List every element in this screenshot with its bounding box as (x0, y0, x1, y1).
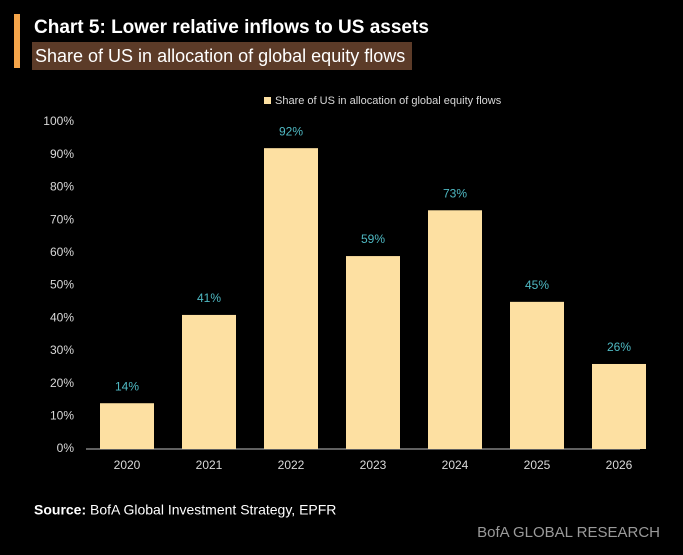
subtitle-highlight (32, 42, 412, 70)
y-tick-label: 60% (50, 245, 74, 259)
bar (592, 363, 646, 449)
x-tick-label: 2025 (524, 458, 551, 472)
value-label: 14% (115, 379, 139, 393)
y-tick-label: 0% (57, 441, 75, 455)
y-tick-label: 40% (50, 310, 74, 324)
y-tick-label: 30% (50, 343, 74, 357)
bar (100, 403, 154, 449)
y-tick-label: 100% (43, 114, 74, 128)
bar (428, 210, 482, 449)
value-label: 45% (525, 278, 549, 292)
x-tick-label: 2021 (196, 458, 223, 472)
x-tick-label: 2023 (360, 458, 387, 472)
value-label: 41% (197, 291, 221, 305)
title-accent (14, 14, 20, 68)
y-tick-label: 10% (50, 408, 74, 422)
bar (510, 301, 564, 449)
bar (264, 148, 318, 449)
bar (346, 256, 400, 449)
x-tick-label: 2022 (278, 458, 305, 472)
chart-title: Chart 5: Lower relative inflows to US as… (34, 17, 429, 38)
y-tick-label: 20% (50, 376, 74, 390)
x-tick-label: 2020 (114, 458, 141, 472)
brand: BofA GLOBAL RESEARCH (477, 524, 660, 541)
legend-label: Share of US in allocation of global equi… (275, 95, 502, 107)
value-label: 26% (607, 340, 631, 354)
y-tick-label: 70% (50, 212, 74, 226)
chart-subtitle: Share of US in allocation of global equi… (35, 46, 405, 66)
source: BofA Global Investment Strategy, EPFR (90, 502, 336, 518)
source-label: Source: (34, 502, 86, 518)
y-tick-label: 50% (50, 278, 74, 292)
legend-swatch (264, 97, 271, 104)
bar (182, 314, 236, 449)
y-tick-label: 90% (50, 147, 74, 161)
value-label: 59% (361, 232, 385, 246)
y-tick-label: 80% (50, 180, 74, 194)
value-label: 92% (279, 124, 303, 138)
value-label: 73% (443, 186, 467, 200)
x-tick-label: 2024 (442, 458, 469, 472)
x-tick-label: 2026 (606, 458, 633, 472)
